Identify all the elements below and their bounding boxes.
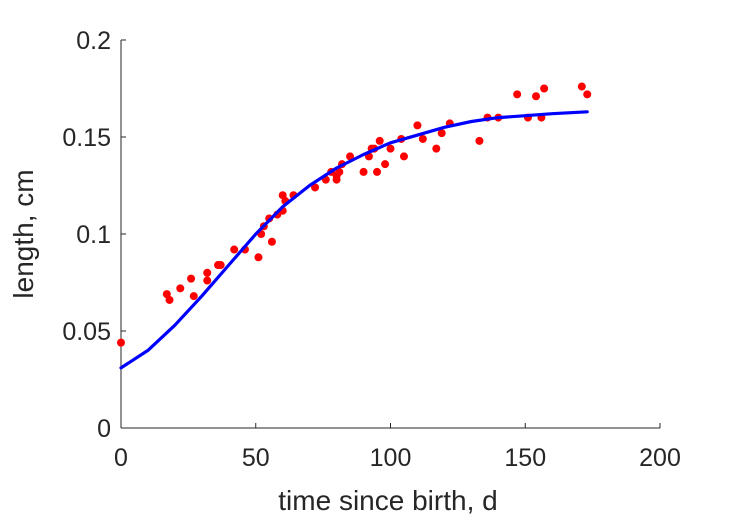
data-point [540, 84, 549, 93]
data-point [513, 90, 522, 99]
data-point [386, 144, 395, 153]
data-point [254, 253, 263, 262]
y-tick-label: 0.1 [76, 221, 111, 249]
plot-area [117, 82, 592, 370]
x-tick-label: 0 [114, 444, 128, 472]
data-point [203, 268, 212, 277]
data-point [203, 276, 212, 285]
data-point [375, 136, 384, 145]
data-point [332, 175, 341, 184]
x-tick-label: 50 [242, 444, 270, 472]
y-tick-label: 0 [97, 415, 111, 443]
axes: 0 50 100 150 200 0 0.05 0.1 0.15 0.2 [62, 27, 681, 472]
y-axis-label: length, cm [8, 169, 39, 298]
data-point [399, 152, 408, 161]
data-point [432, 144, 441, 153]
data-point [359, 167, 368, 176]
data-point [187, 274, 196, 283]
data-point [346, 152, 355, 161]
data-point [577, 82, 586, 91]
data-point [176, 284, 185, 293]
x-tick-label: 100 [370, 444, 412, 472]
data-point [381, 160, 390, 169]
data-point [413, 121, 422, 130]
fit-line [119, 110, 589, 370]
data-point [418, 134, 427, 143]
y-tick-label: 0.2 [76, 27, 111, 55]
data-point [373, 167, 382, 176]
y-tick-label: 0.05 [62, 318, 111, 346]
x-axis-label: time since birth, d [278, 485, 497, 516]
data-point [475, 136, 484, 145]
data-point [117, 338, 125, 347]
data-point [311, 183, 320, 192]
data-point [532, 92, 541, 101]
x-tick-label: 200 [639, 444, 681, 472]
data-point [267, 237, 276, 246]
data-point [230, 245, 239, 254]
data-point [165, 295, 174, 304]
data-point [583, 90, 592, 99]
data-point [216, 261, 225, 270]
x-tick-label: 150 [504, 444, 546, 472]
data-point [335, 167, 344, 176]
y-tick-label: 0.15 [62, 124, 111, 152]
data-point [189, 292, 198, 301]
data-point [437, 129, 446, 138]
